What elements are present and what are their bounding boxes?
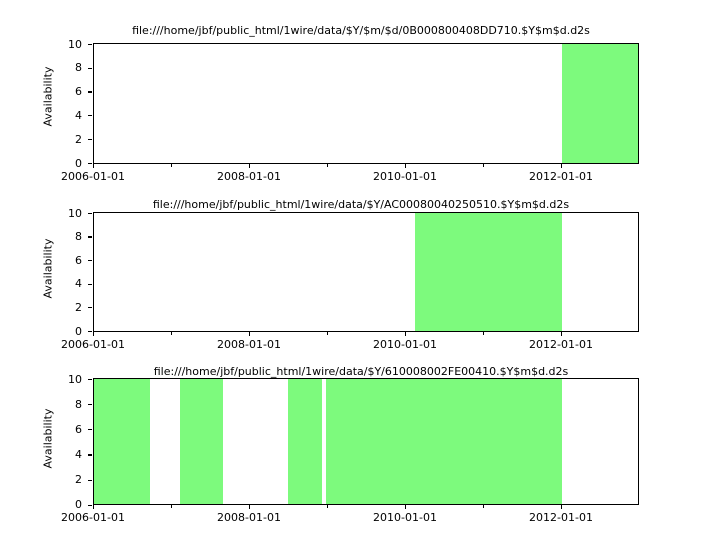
panel-3-bar-2 [287, 379, 323, 504]
panel-1-bar-0 [561, 44, 638, 163]
panel-2-xtick-label-3: 2012-01-01 [529, 338, 593, 351]
panel-3-ytickmark-8 [88, 403, 92, 406]
panel-1-ytickmark-10 [88, 43, 92, 45]
panel-1-title: file:///home/jbf/public_html/1wire/data/… [132, 24, 590, 37]
panel-1-xtick-label-2: 2010-01-01 [373, 170, 437, 183]
panel-1-ytickmark-0 [88, 162, 92, 164]
panel-2-xtickmark-2007 [171, 332, 173, 335]
panel-3-ylabel: Availability [41, 408, 55, 469]
panel-2-ytickmark-0 [88, 330, 92, 332]
panel-3: file:///home/jbf/public_html/1wire/data/… [0, 357, 722, 539]
panel-2-xtickmark-2011 [483, 332, 485, 335]
panel-2-xtickmark-2010 [405, 332, 407, 336]
panel-3-ytick-4: 4 [75, 448, 82, 461]
panel-2-ytick-0: 0 [75, 325, 82, 338]
panel-2-ytickmark-8 [88, 236, 92, 238]
panel-1: file:///home/jbf/public_html/1wire/data/… [0, 0, 722, 190]
panel-2-bar-0 [414, 213, 562, 331]
panel-2-xtickmark-2006 [93, 332, 95, 336]
panel-2-ytickmark-10 [88, 212, 92, 214]
panel-2-ylabel: Availability [41, 238, 55, 299]
panel-3-plot-area [93, 378, 639, 505]
panel-1-ytickmark-6 [88, 91, 92, 93]
panel-1-plot-area [93, 43, 639, 164]
panel-3-ytickmark-6 [88, 429, 92, 431]
panel-3-xtick-label-3: 2012-01-01 [529, 511, 593, 524]
panel-3-title: file:///home/jbf/public_html/1wire/data/… [153, 365, 569, 378]
panel-2-ytickmark-2 [88, 307, 92, 309]
panel-3-ytickmark-10 [88, 378, 92, 380]
panel-3-xtick-label-2: 2010-01-01 [373, 511, 437, 524]
panel-1-ytick-6: 6 [75, 85, 82, 98]
panel-3-ytickmark-4 [88, 454, 92, 456]
panel-3-bar-3 [325, 379, 562, 504]
panel-2-ytick-8: 8 [75, 230, 82, 243]
panel-3-xtickmark-2010 [405, 505, 407, 509]
panel-1-ytick-0: 0 [75, 157, 82, 170]
panel-2-xtickmark-2008 [249, 332, 251, 336]
panel-3-ytick-0: 0 [75, 498, 82, 511]
panel-1-xtickmark-2006 [93, 164, 95, 168]
panel-1-ytickmark-2 [88, 138, 92, 141]
panel-1-ytick-10: 10 [68, 38, 82, 51]
panel-2-title: file:///home/jbf/public_html/1wire/data/… [152, 198, 570, 211]
panel-1-xtick-label-3: 2012-01-01 [529, 170, 593, 183]
panel-1-ytick-2: 2 [75, 133, 82, 146]
panel-1-ytickmark-8 [88, 67, 92, 69]
panel-2-ytick-4: 4 [75, 277, 82, 290]
panel-2: file:///home/jbf/public_html/1wire/data/… [0, 190, 722, 357]
panel-1-xtickmark-2011 [483, 164, 485, 167]
panel-2-xtickmark-2012 [561, 332, 563, 336]
panel-3-xtickmark-2007 [171, 505, 173, 508]
panel-1-ytickmark-4 [88, 115, 92, 117]
panel-3-ytick-8: 8 [75, 398, 82, 411]
panel-2-ytickmark-6 [88, 259, 92, 262]
panel-2-plot-area [93, 212, 639, 332]
panel-2-ytick-10: 10 [68, 207, 82, 220]
panel-3-ytick-10: 10 [68, 373, 82, 386]
panel-3-xtickmark-2006 [93, 505, 95, 509]
panel-1-xtickmark-2009 [327, 164, 329, 167]
panel-1-ytick-4: 4 [75, 109, 82, 122]
panel-3-xtickmark-2009 [327, 505, 329, 508]
panel-3-xtick-label-1: 2008-01-01 [217, 511, 281, 524]
panel-2-ytick-6: 6 [75, 254, 82, 267]
panel-1-xtick-label-0: 2006-01-01 [61, 170, 125, 183]
panel-3-xtick-label-0: 2006-01-01 [61, 511, 125, 524]
panel-1-xtickmark-2008 [249, 164, 251, 168]
panel-3-bar-1 [179, 379, 223, 504]
panel-3-xtickmark-2011 [483, 505, 485, 508]
panel-3-xtickmark-2012 [561, 505, 563, 509]
panel-1-xtickmark-2010 [405, 164, 407, 168]
panel-1-ylabel: Availability [41, 66, 55, 127]
panel-2-ytick-2: 2 [75, 301, 82, 314]
panel-1-xtickmark-2012 [561, 164, 563, 168]
panel-3-ytickmark-0 [88, 504, 92, 506]
panel-3-ytick-2: 2 [75, 473, 82, 486]
panel-3-ytick-6: 6 [75, 423, 82, 436]
panel-2-xtick-label-2: 2010-01-01 [373, 338, 437, 351]
panel-1-xtickmark-2007 [171, 164, 173, 167]
panel-3-xtickmark-2008 [249, 505, 251, 509]
panel-2-xtickmark-2009 [327, 332, 329, 335]
panel-2-ytickmark-4 [88, 283, 92, 285]
panel-1-xtick-label-1: 2008-01-01 [217, 170, 281, 183]
panel-3-ytickmark-2 [88, 479, 92, 481]
panel-2-xtick-label-0: 2006-01-01 [61, 338, 125, 351]
panel-1-ytick-8: 8 [75, 61, 82, 74]
panel-2-xtick-label-1: 2008-01-01 [217, 338, 281, 351]
panel-3-bar-0 [94, 379, 151, 504]
